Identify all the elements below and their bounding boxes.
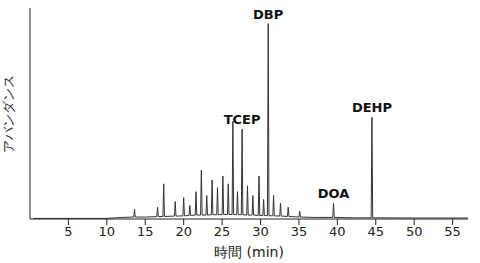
- svg-text:20: 20: [175, 224, 192, 239]
- svg-text:10: 10: [99, 224, 116, 239]
- svg-text:55: 55: [444, 224, 461, 239]
- svg-text:TCEP: TCEP: [224, 112, 261, 127]
- svg-text:DBP: DBP: [253, 7, 283, 22]
- svg-text:時間 (min): 時間 (min): [214, 244, 284, 260]
- svg-text:40: 40: [329, 224, 346, 239]
- svg-text:DEHP: DEHP: [352, 100, 392, 115]
- svg-text:35: 35: [291, 224, 308, 239]
- svg-text:5: 5: [64, 224, 72, 239]
- svg-text:15: 15: [137, 224, 154, 239]
- svg-text:25: 25: [214, 224, 231, 239]
- svg-text:30: 30: [252, 224, 269, 239]
- svg-text:50: 50: [406, 224, 423, 239]
- svg-text:DOA: DOA: [318, 186, 350, 201]
- svg-text:45: 45: [368, 224, 385, 239]
- svg-text:アバンダンス: アバンダンス: [8, 75, 16, 153]
